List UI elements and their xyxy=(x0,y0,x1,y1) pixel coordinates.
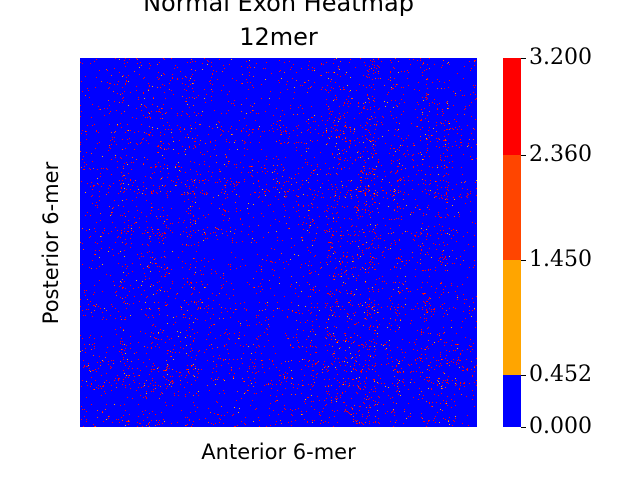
x-axis-label: Anterior 6-mer xyxy=(201,440,356,464)
colorbar-tick xyxy=(521,375,526,376)
y-axis-label: Posterior 6-mer xyxy=(39,161,63,325)
colorbar-tick-label: 1.450 xyxy=(529,246,592,272)
chart-title-line-1: Normal Exon Heatmap xyxy=(143,0,414,17)
colorbar-tick xyxy=(521,155,526,156)
colorbar-segment xyxy=(503,154,521,260)
chart-title-line-2: 12mer xyxy=(239,23,318,51)
colorbar-segment xyxy=(503,259,521,375)
colorbar-tick-label: 0.000 xyxy=(529,414,592,439)
colorbar-tick-label: 0.452 xyxy=(529,361,592,387)
colorbar-tick xyxy=(521,427,526,428)
colorbar-segment xyxy=(503,58,521,155)
colorbar-tick xyxy=(521,260,526,261)
colorbar-tick-label: 3.200 xyxy=(529,45,592,70)
colorbar-segment xyxy=(503,374,521,427)
heatmap-plot xyxy=(80,58,477,427)
colorbar xyxy=(503,58,521,427)
colorbar-tick-label: 2.360 xyxy=(529,141,592,167)
colorbar-tick xyxy=(521,58,526,59)
